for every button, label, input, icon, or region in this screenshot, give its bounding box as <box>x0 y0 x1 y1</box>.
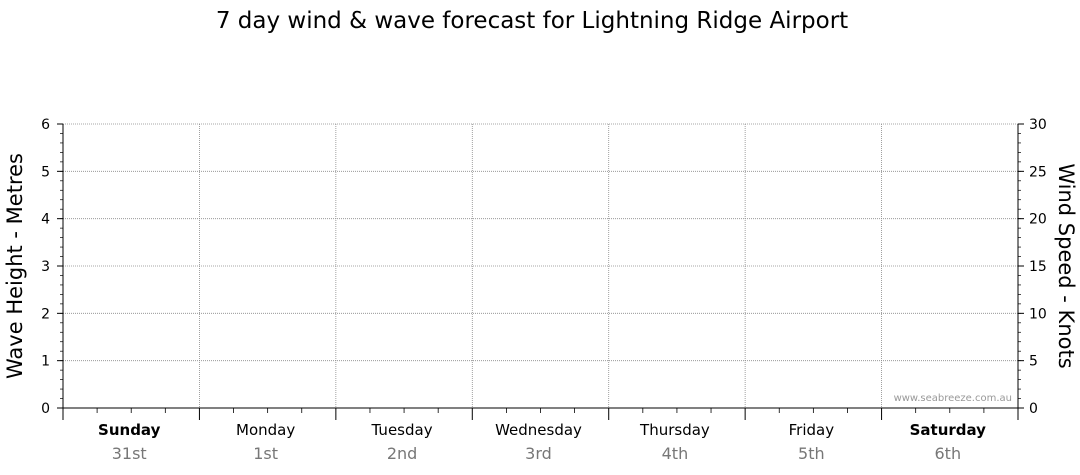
day-name-label: Friday <box>789 421 835 439</box>
day-date-label: 3rd <box>525 444 552 463</box>
left-tick-label: 6 <box>41 117 50 133</box>
right-tick-label: 20 <box>1029 212 1047 228</box>
right-tick-label: 30 <box>1029 117 1047 133</box>
right-tick-label: 5 <box>1029 354 1038 370</box>
left-tick-label: 0 <box>41 401 50 417</box>
left-tick-label: 5 <box>41 164 50 180</box>
right-axis-title: Wind Speed - Knots <box>1054 163 1078 368</box>
day-name-label: Tuesday <box>371 421 433 439</box>
right-tick-label: 15 <box>1029 259 1047 275</box>
day-date-label: 6th <box>934 444 961 463</box>
day-date-label: 31st <box>112 444 147 463</box>
day-date-label: 4th <box>662 444 689 463</box>
left-tick-label: 4 <box>41 212 50 228</box>
left-axis-title: Wave Height - Metres <box>3 153 27 379</box>
axes <box>62 124 1019 420</box>
left-tick-label: 1 <box>41 354 50 370</box>
left-axis-ticks: 0 1 2 3 4 5 6 <box>41 117 63 417</box>
right-tick-label: 0 <box>1029 401 1038 417</box>
day-name-label: Thursday <box>639 421 710 439</box>
left-tick-label: 3 <box>41 259 50 275</box>
day-name-label: Monday <box>236 421 295 439</box>
grid <box>63 123 1018 408</box>
chart-title: 7 day wind & wave forecast for Lightning… <box>216 8 848 34</box>
day-date-label: 2nd <box>387 444 417 463</box>
day-date-label: 1st <box>253 444 278 463</box>
right-tick-label: 10 <box>1029 306 1047 322</box>
day-name-label: Sunday <box>98 421 161 439</box>
day-labels: Sunday 31st Monday 1st Tuesday 2nd Wednesday 3r… <box>98 421 986 463</box>
day-date-label: 5th <box>798 444 825 463</box>
left-tick-label: 2 <box>41 306 50 322</box>
day-name-label: Wednesday <box>495 421 582 439</box>
watermark: www.seabreeze.com.au <box>894 393 1012 404</box>
right-tick-label: 25 <box>1029 164 1047 180</box>
right-axis-ticks: 0 5 10 15 20 25 30 <box>1018 117 1047 417</box>
day-name-label: Saturday <box>910 421 987 439</box>
